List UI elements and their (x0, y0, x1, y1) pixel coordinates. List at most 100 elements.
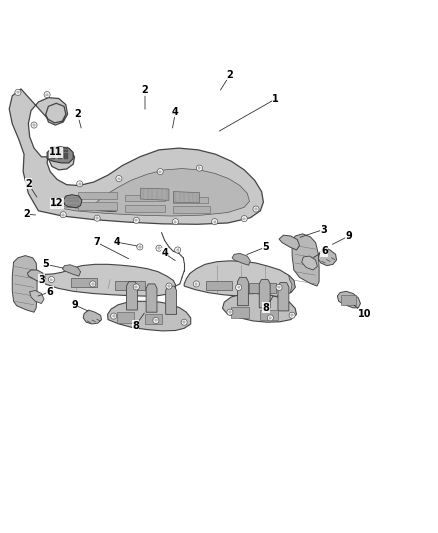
Polygon shape (173, 197, 208, 204)
Text: 11: 11 (49, 148, 63, 157)
Circle shape (137, 244, 143, 250)
Text: 2: 2 (25, 179, 32, 189)
Text: 3: 3 (38, 274, 45, 285)
Polygon shape (30, 290, 44, 303)
Circle shape (48, 277, 54, 282)
Polygon shape (237, 277, 248, 305)
Text: 2: 2 (141, 85, 148, 95)
Polygon shape (78, 202, 117, 210)
Bar (51, 154, 55, 156)
Bar (64, 154, 68, 156)
Circle shape (175, 247, 181, 253)
Text: 5: 5 (263, 242, 269, 252)
Polygon shape (232, 254, 251, 265)
Bar (64, 147, 68, 149)
Circle shape (44, 92, 50, 98)
Bar (115, 281, 145, 290)
Circle shape (60, 212, 66, 218)
Bar (145, 313, 162, 325)
Text: 4: 4 (161, 248, 168, 259)
Circle shape (153, 318, 159, 324)
Polygon shape (108, 301, 191, 331)
Polygon shape (289, 275, 295, 293)
Text: 2: 2 (23, 209, 30, 219)
Polygon shape (12, 256, 37, 312)
Polygon shape (141, 188, 169, 200)
Text: 1: 1 (272, 94, 279, 104)
Text: 3: 3 (320, 224, 327, 235)
Bar (51, 156, 55, 158)
Text: 10: 10 (358, 309, 371, 319)
Bar (51, 150, 55, 152)
Polygon shape (39, 274, 45, 280)
Polygon shape (127, 282, 138, 310)
Circle shape (276, 284, 282, 290)
Text: 6: 6 (47, 287, 53, 297)
Circle shape (133, 284, 139, 290)
Text: 2: 2 (226, 70, 233, 80)
Polygon shape (278, 282, 289, 311)
Polygon shape (39, 264, 176, 296)
Text: 9: 9 (345, 231, 352, 241)
Circle shape (253, 206, 259, 212)
Text: 7: 7 (93, 237, 99, 247)
Polygon shape (292, 234, 319, 286)
Circle shape (156, 245, 162, 251)
Circle shape (173, 219, 179, 225)
Bar (341, 295, 356, 305)
Polygon shape (83, 310, 102, 324)
Bar (57, 156, 62, 158)
Text: 2: 2 (74, 109, 81, 119)
Circle shape (227, 309, 233, 315)
Bar (64, 150, 68, 152)
Polygon shape (223, 294, 297, 322)
Polygon shape (63, 195, 82, 208)
Polygon shape (125, 195, 165, 201)
Bar (250, 283, 276, 293)
Bar (51, 147, 55, 149)
Text: 9: 9 (71, 300, 78, 310)
Polygon shape (173, 192, 199, 203)
Circle shape (196, 165, 202, 171)
Circle shape (15, 90, 21, 95)
Polygon shape (259, 279, 270, 308)
Bar (206, 281, 232, 290)
Polygon shape (318, 247, 336, 265)
Text: 8: 8 (262, 303, 269, 313)
Circle shape (289, 312, 295, 318)
Circle shape (166, 283, 172, 289)
Bar (117, 312, 134, 323)
Polygon shape (279, 235, 300, 250)
Polygon shape (47, 147, 73, 163)
Polygon shape (173, 206, 210, 213)
Circle shape (116, 175, 122, 182)
Circle shape (193, 281, 199, 287)
Bar (64, 156, 68, 158)
Bar (57, 154, 62, 156)
Text: 4: 4 (172, 107, 179, 117)
Polygon shape (184, 261, 295, 297)
Polygon shape (146, 284, 157, 312)
Circle shape (77, 181, 83, 187)
Circle shape (111, 313, 117, 319)
Polygon shape (28, 270, 45, 283)
Polygon shape (51, 168, 250, 216)
Circle shape (241, 215, 247, 222)
Polygon shape (62, 265, 81, 276)
Bar (57, 150, 62, 152)
Text: 6: 6 (321, 246, 328, 256)
Text: 12: 12 (50, 198, 64, 208)
Text: 5: 5 (42, 260, 49, 269)
Polygon shape (125, 205, 165, 212)
Circle shape (31, 122, 37, 128)
Polygon shape (337, 292, 360, 308)
Circle shape (267, 315, 273, 321)
Polygon shape (78, 192, 117, 199)
Circle shape (157, 168, 163, 175)
Circle shape (133, 217, 139, 223)
Bar (231, 307, 249, 318)
Bar (57, 147, 62, 149)
Polygon shape (302, 256, 318, 270)
Circle shape (181, 319, 187, 325)
Text: 4: 4 (113, 237, 120, 247)
